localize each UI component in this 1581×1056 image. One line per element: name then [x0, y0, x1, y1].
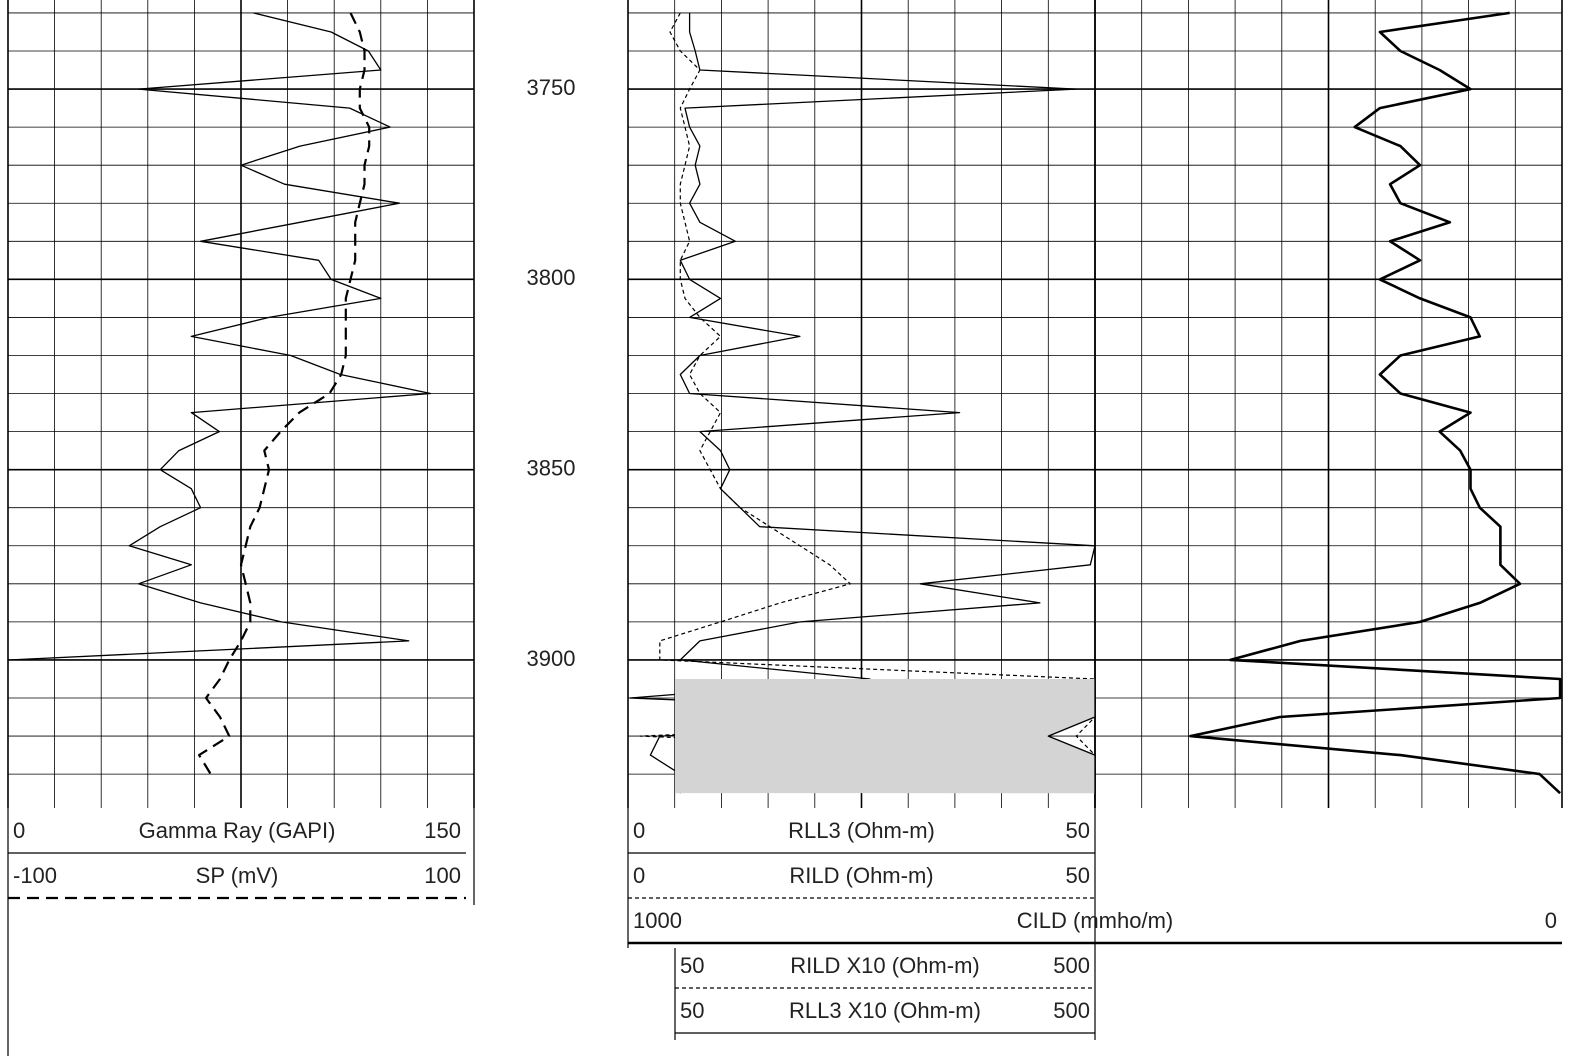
curve-name: RILD X10 (Ohm-m) [790, 953, 979, 978]
scale-min: 50 [680, 998, 704, 1023]
curve [11, 12, 432, 661]
scale-max: 100 [424, 863, 461, 888]
depth-label: 3900 [527, 646, 576, 671]
scale-min: 50 [680, 953, 704, 978]
curve [1047, 679, 1096, 794]
scale-max: 0 [1545, 908, 1557, 933]
scale-min: 1000 [633, 908, 682, 933]
curve-name: CILD (mmho/m) [1017, 908, 1173, 933]
shading [675, 678, 1095, 794]
curve [639, 12, 1096, 794]
depth-label: 3850 [527, 455, 576, 480]
scale-max: 150 [424, 818, 461, 843]
curve-name: Gamma Ray (GAPI) [139, 818, 336, 843]
curve-name: RLL3 X10 (Ohm-m) [789, 998, 981, 1023]
scale-max: 50 [1066, 818, 1090, 843]
scale-max: 500 [1053, 998, 1090, 1023]
scale-max: 500 [1053, 953, 1090, 978]
scale-min: 0 [633, 863, 645, 888]
curve-name: SP (mV) [196, 863, 279, 888]
depth-label: 3800 [527, 265, 576, 290]
scale-min: 0 [13, 818, 25, 843]
curve-name: RLL3 (Ohm-m) [788, 818, 935, 843]
scale-max: 50 [1066, 863, 1090, 888]
depth-label: 3750 [527, 75, 576, 100]
curve [198, 12, 371, 775]
scale-min: -100 [13, 863, 57, 888]
curve [1075, 679, 1096, 794]
curve [1189, 11, 1562, 795]
scale-min: 0 [633, 818, 645, 843]
curve-name: RILD (Ohm-m) [789, 863, 933, 888]
curve [629, 12, 1096, 794]
